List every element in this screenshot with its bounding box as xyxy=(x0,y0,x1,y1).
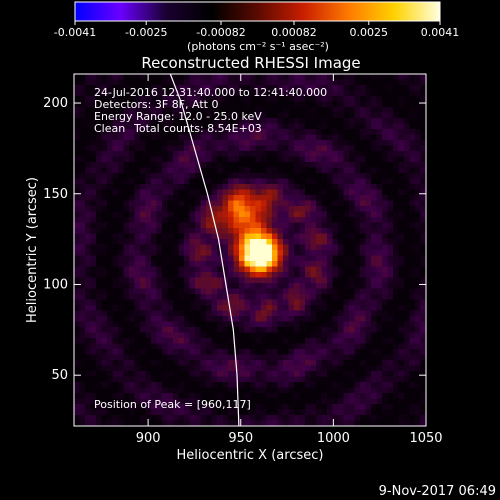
colorbar-tick-label: 0.0041 xyxy=(421,26,460,39)
y-tick-label: 100 xyxy=(43,277,68,292)
colorbar-tick-label: 0.0025 xyxy=(350,26,389,39)
energy-range: Energy Range: 12.0 - 25.0 keV xyxy=(94,110,262,123)
y-tick-label: 200 xyxy=(43,96,68,111)
peak-position: Position of Peak = [960,117] xyxy=(94,398,251,411)
colorbar-tick-label: -0.00082 xyxy=(196,26,245,39)
x-tick-label: 1050 xyxy=(409,431,442,446)
observation-info: 24-Jul-2016 12:31:40.000 to 12:41:40.000… xyxy=(94,86,327,135)
colorbar-unit-label: (photons cm⁻² s⁻¹ asec⁻²) xyxy=(187,40,329,53)
colorbar-tick-label: -0.0025 xyxy=(125,26,167,39)
algorithm: Clean xyxy=(94,122,125,135)
y-tick-label: 150 xyxy=(43,187,68,202)
x-tick-label: 900 xyxy=(136,431,161,446)
x-tick-label: 950 xyxy=(228,431,253,446)
x-tick-label: 1000 xyxy=(317,431,350,446)
axis-ticks: 900 950 1000 1050 50 100 150 200 xyxy=(43,74,443,446)
colorbar-tick-label: -0.0041 xyxy=(54,26,96,39)
time-range: 24-Jul-2016 12:31:40.000 to 12:41:40.000 xyxy=(94,86,327,99)
solar-limb-line xyxy=(169,74,240,426)
colorbar-ticks: -0.0041 -0.0025 -0.00082 0.00082 0.0025 0.004… xyxy=(54,21,459,39)
plot-frame xyxy=(73,73,427,427)
x-axis-label: Heliocentric X (arcsec) xyxy=(177,448,324,463)
detectors: Detectors: 3F 8F, Att 0 xyxy=(94,98,218,111)
heatmap-image xyxy=(74,74,426,426)
chart-title: Reconstructed RHESSI Image xyxy=(141,54,360,72)
colorbar xyxy=(74,1,441,22)
footer-date: 9-Nov-2017 06:49 xyxy=(379,484,496,499)
y-axis-label: Heliocentric Y (arcsec) xyxy=(25,177,40,323)
total-counts: Total counts: 8.54E+03 xyxy=(133,122,262,135)
y-tick-label: 50 xyxy=(51,368,68,383)
colorbar-tick-label: 0.00082 xyxy=(271,26,317,39)
